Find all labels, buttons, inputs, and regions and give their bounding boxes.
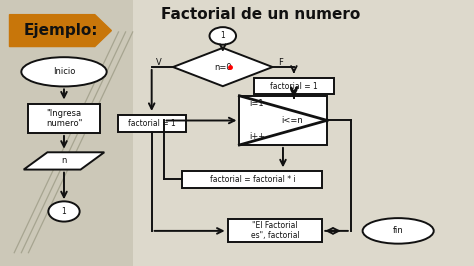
Ellipse shape (363, 218, 434, 244)
Bar (254, 78, 334, 94)
Text: n=0: n=0 (214, 63, 232, 72)
Ellipse shape (210, 27, 236, 45)
Polygon shape (173, 48, 273, 86)
Text: "Ingresa
numero": "Ingresa numero" (46, 109, 82, 128)
Text: factorial = 1: factorial = 1 (270, 82, 318, 91)
Bar (182, 171, 322, 188)
Text: factorial = 1: factorial = 1 (128, 119, 176, 128)
Text: factorial = factorial * i: factorial = factorial * i (210, 175, 295, 184)
Text: i++: i++ (249, 132, 265, 142)
Text: V: V (156, 58, 162, 67)
Ellipse shape (21, 57, 107, 86)
Text: Inicio: Inicio (53, 67, 75, 76)
Bar (239, 96, 327, 145)
Text: Factorial de un numero: Factorial de un numero (161, 7, 360, 22)
Bar (118, 115, 186, 132)
Polygon shape (24, 152, 104, 170)
Text: i<=n: i<=n (281, 116, 303, 125)
Text: Ejemplo:: Ejemplo: (24, 23, 98, 38)
Text: i=1: i=1 (249, 99, 264, 108)
Bar (228, 219, 322, 242)
Text: "El Factorial
es", factorial: "El Factorial es", factorial (251, 221, 299, 240)
Text: n: n (61, 156, 67, 165)
Text: fin: fin (393, 226, 403, 235)
Text: 1: 1 (62, 207, 66, 216)
Bar (28, 104, 100, 133)
Polygon shape (9, 15, 111, 47)
Text: 1: 1 (220, 31, 225, 40)
Ellipse shape (48, 201, 80, 222)
Text: F: F (278, 58, 283, 67)
FancyBboxPatch shape (133, 0, 474, 266)
